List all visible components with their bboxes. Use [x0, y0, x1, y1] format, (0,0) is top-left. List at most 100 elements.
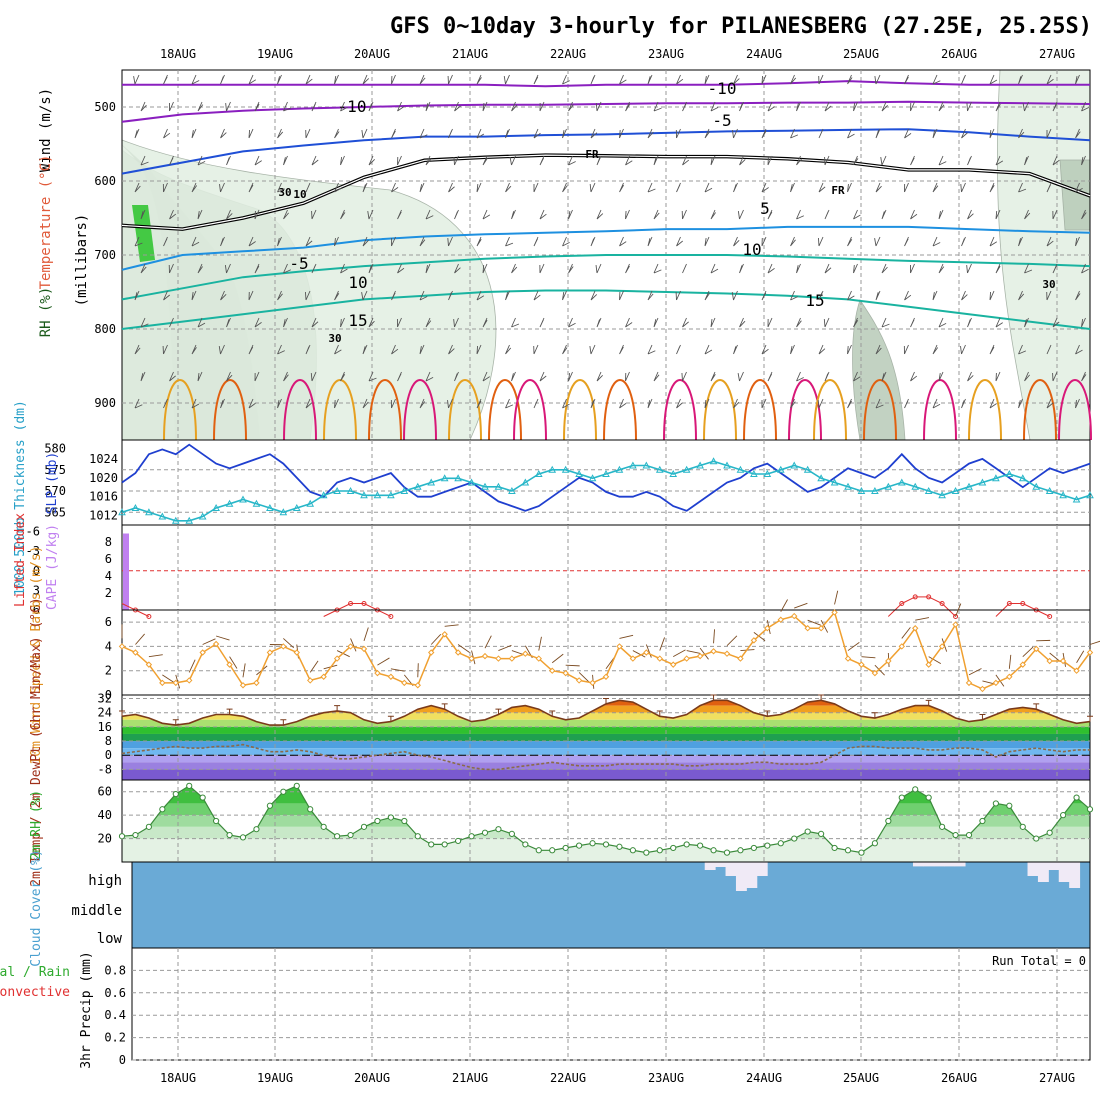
wind-barb	[654, 318, 658, 327]
wind-speed-marker	[698, 654, 703, 659]
wind-barb	[933, 345, 938, 354]
wind-barb	[597, 318, 601, 327]
cloud-gap	[705, 862, 716, 870]
rh2m-marker	[429, 842, 434, 847]
rh2m-marker	[926, 795, 931, 800]
wind-barb	[881, 156, 886, 165]
temp-bands	[122, 695, 1090, 780]
cloud-gap	[923, 862, 934, 866]
contour-label: -10	[338, 97, 367, 116]
rh2m-marker	[644, 850, 649, 855]
rh2m-marker	[1034, 836, 1039, 841]
wind-barb	[620, 345, 624, 354]
wind-barb	[990, 237, 997, 246]
precip-panel: Run Total = 0 0.80.60.40.20	[104, 948, 1090, 1067]
wind-barb	[711, 318, 715, 327]
wind-barb	[312, 156, 318, 165]
wind-speed-marker	[267, 650, 272, 655]
cape-tick-label: 6	[105, 552, 112, 566]
wind-barb	[620, 183, 624, 192]
slp-tick-label: 1024	[89, 452, 118, 466]
wind-barb	[818, 237, 823, 246]
rh2m-marker	[240, 835, 245, 840]
wind-speed-marker	[509, 656, 514, 661]
wind-barb	[477, 237, 481, 246]
cloud-gap	[726, 862, 737, 876]
cape-tick-label: 2	[105, 586, 112, 600]
wind-speed-marker	[294, 650, 299, 655]
wind-barb	[939, 318, 946, 327]
wind-barb	[164, 129, 170, 138]
wind-barb	[933, 237, 940, 246]
wind-barb	[648, 345, 655, 354]
date-label-top: 27AUG	[1039, 47, 1075, 61]
wind-barb	[848, 291, 855, 300]
wind-barb	[791, 345, 795, 354]
cloud-tick-label: middle	[71, 903, 122, 919]
ylabel-temperature: Temperature (°C)	[38, 155, 54, 290]
rh2m-marker	[845, 848, 850, 853]
isotherm-low-level	[744, 380, 776, 440]
wind-speed-marker	[590, 680, 595, 685]
temp-tick-label: 8	[105, 734, 112, 748]
wind-barb	[626, 264, 630, 273]
wind-barb	[705, 129, 710, 138]
date-label-bottom: 19AUG	[257, 1071, 293, 1085]
wind-barb	[876, 183, 882, 192]
wind-barb	[762, 345, 768, 354]
rh2m-marker	[859, 850, 864, 855]
axis-labels: Wind (m/s) Temperature (°C) RH (%) (mill…	[0, 88, 94, 1069]
date-label-top: 24AUG	[746, 47, 782, 61]
wind-barb	[540, 210, 546, 219]
wind-barb	[620, 75, 627, 84]
rh2m-marker	[187, 783, 192, 788]
wind-barb-10m	[794, 603, 807, 608]
wind-barb	[939, 210, 943, 219]
rh2m-marker	[1047, 830, 1052, 835]
rh2m-marker	[765, 843, 770, 848]
wind-barb	[962, 237, 966, 246]
wind-barb-10m	[808, 620, 821, 625]
rh2m-marker	[886, 818, 891, 823]
ylabel-precip: 3hr Precip (mm)	[79, 951, 94, 1068]
rh2m-marker	[119, 834, 124, 839]
cape-bar	[123, 534, 129, 611]
temp-minmax-marker	[1087, 716, 1093, 721]
wind-barb	[683, 318, 689, 327]
wind-barb	[506, 183, 511, 192]
wind-barb	[990, 345, 994, 354]
wind-barb	[449, 183, 455, 192]
wind-barb	[540, 318, 544, 327]
wind-barb	[882, 318, 889, 327]
wind-tick-label: 6	[105, 615, 112, 629]
date-label-bottom: 22AUG	[550, 1071, 586, 1085]
wind-barb-10m	[1009, 655, 1010, 669]
ylabel-slp: SLP (mb)	[45, 452, 60, 515]
wind-barb	[734, 237, 740, 246]
temp-band	[122, 734, 1090, 741]
wind-barb	[563, 75, 570, 84]
wind-barb	[590, 345, 595, 354]
wind-barb	[534, 75, 538, 84]
wind-barb-10m	[969, 669, 981, 675]
wind-barb	[540, 372, 546, 381]
rh2m-marker	[550, 848, 555, 853]
wind-barb-10m	[1077, 651, 1084, 663]
wind-barb	[134, 75, 139, 84]
wind-barb	[620, 237, 627, 246]
rh2m-marker	[657, 848, 662, 853]
wind-barb	[569, 210, 573, 219]
wind-barb	[740, 318, 746, 327]
cloud-gap	[715, 862, 726, 867]
wind-barb-10m	[714, 629, 715, 643]
wind-barb	[534, 129, 540, 138]
wind-barb	[504, 75, 509, 84]
date-label-bottom: 18AUG	[160, 1071, 196, 1085]
rh2m-marker	[603, 842, 608, 847]
ylabel-cloud: Cloud Cover (%)	[29, 849, 44, 966]
panel-frame	[122, 525, 1090, 610]
pressure-tick-label: 500	[94, 100, 116, 114]
